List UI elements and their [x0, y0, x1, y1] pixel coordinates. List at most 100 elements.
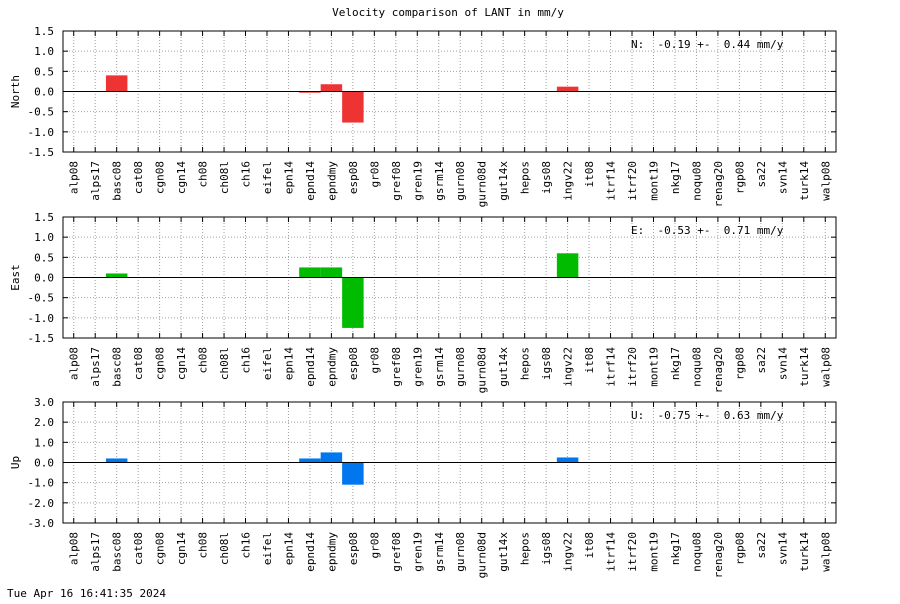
x-tick-label: igs08 — [540, 161, 553, 194]
y-tick-label: -1.5 — [28, 146, 55, 159]
x-tick-label: ingv22 — [562, 161, 575, 201]
x-tick-label: walp08 — [819, 161, 832, 201]
y-axis-label: North — [9, 75, 22, 108]
y-tick-label: 2.0 — [34, 416, 54, 429]
x-tick-label: cat08 — [132, 532, 145, 565]
x-tick-label: esp08 — [347, 347, 360, 380]
panel-east: 1.5 1.0 0.5 0.0 -0.5 -1.0 -1.5 alp08 alps17 basc0… — [9, 211, 837, 393]
x-tick-label: ch08 — [197, 347, 210, 374]
y-tick-label: 1.5 — [34, 211, 54, 224]
plot-frame — [62, 401, 837, 524]
y-axis-label: Up — [9, 456, 22, 469]
x-tick-label: gurn08d — [476, 347, 489, 393]
plot-frame — [62, 30, 837, 153]
x-tick-label: gr08 — [368, 161, 381, 188]
x-tick-label: mont19 — [647, 347, 660, 387]
x-tick-label: walp08 — [819, 532, 832, 572]
x-tick-label: igs08 — [540, 532, 553, 565]
x-tick-label: epnd14 — [304, 161, 317, 201]
x-tick-label: gurn08d — [476, 161, 489, 207]
bar-ingv22 — [556, 253, 579, 278]
bar-esp08 — [342, 277, 364, 328]
y-tick-label: -1.5 — [28, 332, 55, 345]
x-tick-label: cgn08 — [154, 161, 167, 194]
x-tick-label: ch16 — [240, 532, 253, 559]
x-tick-label: cat08 — [132, 347, 145, 380]
bar-esp08 — [342, 462, 364, 485]
x-tick-label: cgn08 — [154, 347, 167, 380]
x-tick-label: rgp08 — [733, 532, 746, 565]
chart-title: Velocity comparison of LANT in mm/y — [332, 6, 564, 19]
x-tick-label: turk14 — [798, 161, 811, 201]
y-tick-label: 0.0 — [34, 86, 54, 99]
bar-basc08 — [105, 75, 128, 92]
x-tick-label: gref08 — [390, 161, 403, 201]
stats-annotation: E: -0.53 +- 0.71 mm/y — [631, 224, 784, 237]
bar-epndmy — [320, 84, 343, 92]
x-tick-label: ingv22 — [562, 347, 575, 387]
x-tick-label: ch16 — [240, 347, 253, 374]
stats-annotation: N: -0.19 +- 0.44 mm/y — [631, 38, 784, 51]
y-tick-label: 0.0 — [34, 457, 54, 470]
x-tick-label: rgp08 — [733, 161, 746, 194]
x-tick-label: svn14 — [776, 532, 789, 565]
x-tick-label: gsrm14 — [433, 161, 446, 201]
x-tick-label: gren19 — [411, 532, 424, 572]
x-tick-label: nkg17 — [669, 347, 682, 380]
y-tick-label: 0.5 — [34, 65, 54, 78]
x-tick-label: gurn08 — [454, 532, 467, 572]
x-tick-label: eifel — [261, 347, 274, 380]
x-tick-label: noqu08 — [690, 347, 703, 387]
y-tick-label: 1.0 — [34, 436, 54, 449]
x-tick-label: itrf14 — [605, 347, 618, 387]
x-tick-label: cgn14 — [175, 347, 188, 380]
x-tick-label: renag20 — [712, 347, 725, 393]
x-tick-label: gref08 — [390, 532, 403, 572]
x-tick-label: turk14 — [798, 347, 811, 387]
x-tick-label: mont19 — [647, 532, 660, 572]
x-tick-label: epnd14 — [304, 532, 317, 572]
x-tick-label: mont19 — [647, 161, 660, 201]
x-tick-label: itrf20 — [626, 532, 639, 572]
x-tick-label: sa22 — [755, 161, 768, 188]
x-tick-label: gren19 — [411, 161, 424, 201]
x-tick-label: rgp08 — [733, 347, 746, 380]
y-tick-label: -2.0 — [28, 497, 55, 510]
x-tick-label: svn14 — [776, 161, 789, 194]
x-tick-label: nkg17 — [669, 161, 682, 194]
timestamp-footer: Tue Apr 16 16:41:35 2024 — [7, 587, 166, 600]
x-tick-label: renag20 — [712, 532, 725, 578]
x-tick-label: ch08 — [197, 161, 210, 188]
x-tick-label: itrf20 — [626, 347, 639, 387]
x-tick-label: cat08 — [132, 161, 145, 194]
y-tick-label: -1.0 — [28, 126, 55, 139]
bar-epnd14 — [299, 458, 321, 463]
x-tick-label: gsrm14 — [433, 532, 446, 572]
y-tick-label: -1.0 — [28, 312, 55, 325]
y-tick-label: 1.5 — [34, 25, 54, 38]
x-tick-label: gut14x — [497, 161, 510, 201]
x-tick-label: gurn08 — [454, 347, 467, 387]
y-tick-label: 0.5 — [34, 251, 54, 264]
bar-ingv22 — [556, 457, 579, 463]
x-tick-label: epn14 — [282, 347, 295, 380]
x-tick-label: walp08 — [819, 347, 832, 387]
bar-epnd14 — [299, 267, 321, 278]
bar-ingv22 — [556, 86, 579, 92]
y-tick-label: 0.0 — [34, 272, 54, 285]
x-tick-label: cgn14 — [175, 161, 188, 194]
x-tick-label: sa22 — [755, 532, 768, 559]
plot-frame — [62, 216, 837, 339]
x-tick-label: hepos — [519, 532, 532, 565]
x-tick-label: sa22 — [755, 347, 768, 374]
x-tick-label: eifel — [261, 532, 274, 565]
x-tick-label: gr08 — [368, 347, 381, 374]
x-tick-label: it08 — [583, 532, 596, 559]
x-tick-label: basc08 — [111, 161, 124, 201]
panel-north: 1.5 1.0 0.5 0.0 -0.5 -1.0 -1.5 alp08 alps17 basc0… — [9, 25, 837, 207]
bar-basc08 — [105, 458, 128, 463]
y-tick-label: 1.0 — [34, 231, 54, 244]
x-tick-label: epn14 — [282, 161, 295, 194]
